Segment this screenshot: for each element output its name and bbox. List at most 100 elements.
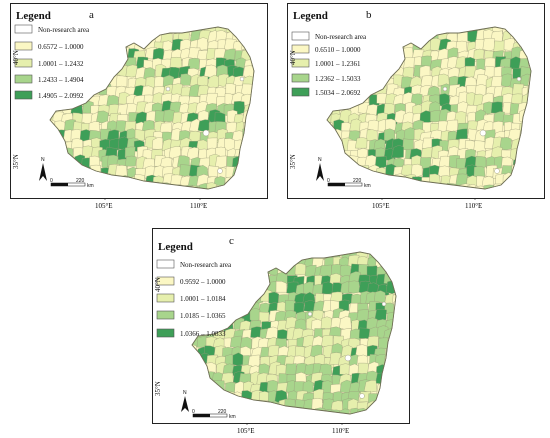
legend-title: Legend xyxy=(158,241,193,253)
county-unit xyxy=(357,362,369,376)
legend-label: Non-research area xyxy=(38,26,90,34)
legend-label: 1.0001 – 1.2432 xyxy=(38,60,84,68)
legend-label: 1.4905 – 2.0992 xyxy=(38,92,84,100)
legend-label: 1.2433 – 1.4904 xyxy=(38,76,84,84)
legend-swatch xyxy=(14,24,33,34)
legend-item-class3: 1.2433 – 1.4904 xyxy=(14,74,84,84)
lat-label-35: 35°N xyxy=(12,154,20,169)
legend-item-class3: 1.2362 – 1.5033 xyxy=(291,73,361,83)
lon-label-105: 105°E xyxy=(95,202,113,210)
county-unit xyxy=(275,281,287,293)
county-unit xyxy=(265,326,278,339)
legend-swatch xyxy=(291,87,310,97)
lon-axis xyxy=(104,198,201,200)
scale-unit: km xyxy=(87,183,94,189)
study-area-border xyxy=(191,251,397,415)
county-unit xyxy=(354,137,368,149)
legend-swatch xyxy=(14,74,33,84)
lon-label-110: 110°E xyxy=(190,202,208,210)
county-unit xyxy=(437,165,450,177)
county-unit xyxy=(294,263,307,275)
lat-axis: 40°N 35°N xyxy=(12,50,20,169)
legend-item-class1: 0.6510 – 1.0000 xyxy=(291,44,361,54)
legend-item-class3: 1.0185 – 1.0365 xyxy=(156,310,226,320)
county-unit xyxy=(302,335,314,348)
north-arrow: N xyxy=(181,390,189,412)
scale-unit: km xyxy=(229,414,236,420)
panel-label: a xyxy=(89,9,94,21)
non-research-area xyxy=(359,393,365,399)
county-unit xyxy=(339,363,351,375)
legend-label: 1.0185 – 1.0365 xyxy=(180,312,226,320)
county-unit xyxy=(402,66,414,79)
map-figure-b: Legend b Non-research area 0.6510 – 1.00… xyxy=(287,3,545,200)
non-research-area xyxy=(494,168,500,174)
lon-label-105: 105°E xyxy=(237,427,255,435)
non-research-area xyxy=(165,86,171,92)
scale-unit: km xyxy=(364,183,371,189)
lon-axis xyxy=(246,423,343,425)
legend: Non-research area 0.6572 – 1.0000 1.0001… xyxy=(14,24,90,100)
county-unit xyxy=(197,119,210,132)
county-unit xyxy=(163,109,175,122)
legend-item-nonresearch: Non-research area xyxy=(291,31,367,41)
study-area-border xyxy=(49,26,255,190)
county-unit xyxy=(374,290,386,303)
scale-label-220: 220 xyxy=(353,178,362,184)
county-unit xyxy=(319,264,333,277)
lat-label-35: 35°N xyxy=(289,154,297,169)
county-unit xyxy=(250,326,262,338)
scale-bar: 0 220 km xyxy=(327,178,371,189)
map-figure-c: Legend c Non-research area 0.9592 – 1.00… xyxy=(152,228,410,425)
north-arrow-icon xyxy=(181,396,189,412)
county-unit xyxy=(393,299,396,313)
non-research-area xyxy=(442,86,448,92)
panel-label: c xyxy=(229,235,234,247)
legend-swatch xyxy=(156,293,175,303)
non-research-area xyxy=(217,168,223,174)
study-area-border xyxy=(326,26,532,190)
county-unit xyxy=(455,128,468,140)
legend-item-nonresearch: Non-research area xyxy=(156,259,232,269)
legend-label: 1.0001 – 1.2361 xyxy=(315,60,361,68)
county-unit xyxy=(285,363,297,376)
county-unit xyxy=(179,164,191,177)
non-research-area xyxy=(479,129,487,137)
lat-axis: 40°N 35°N xyxy=(289,50,297,169)
legend-item-class4: 1.5034 – 2.0692 xyxy=(291,87,361,97)
legend: Non-research area 0.6510 – 1.0000 1.0001… xyxy=(291,31,367,97)
legend-swatch xyxy=(291,31,310,41)
legend-label: 0.6572 – 1.0000 xyxy=(38,43,84,51)
scale-label-0: 0 xyxy=(327,178,330,184)
non-research-area xyxy=(239,76,245,82)
lon-label-105: 105°E xyxy=(372,202,390,210)
county-unit xyxy=(374,308,387,321)
legend-swatch xyxy=(14,90,33,100)
scale-label-0: 0 xyxy=(192,409,195,415)
non-research-area xyxy=(344,354,352,362)
legend-label: 1.5034 – 2.0692 xyxy=(315,89,361,97)
county-unit xyxy=(356,309,369,321)
scale-label-220: 220 xyxy=(76,178,85,184)
county-unit xyxy=(180,73,192,86)
county-unit xyxy=(473,48,485,61)
county-unit xyxy=(124,155,137,167)
county-unit xyxy=(391,145,404,159)
map-panel-b: Legend b Non-research area 0.6510 – 1.00… xyxy=(287,3,545,210)
lat-label-40: 40°N xyxy=(12,50,20,65)
legend-label: 1.2362 – 1.5033 xyxy=(315,75,361,83)
lat-label-40: 40°N xyxy=(289,50,297,65)
legend-swatch xyxy=(156,328,175,338)
legend-label: 0.9592 – 1.0000 xyxy=(180,278,226,286)
county-unit xyxy=(266,380,279,393)
non-research-area xyxy=(381,301,387,307)
map-figure-a: Legend a Non-research area 0.6572 – 1.00… xyxy=(10,3,268,200)
county-unit xyxy=(232,352,244,366)
county-unit xyxy=(248,354,260,367)
scale-label-0: 0 xyxy=(50,178,53,184)
legend-label: 1.0366 – 1.0833 xyxy=(180,330,226,338)
county-unit xyxy=(267,345,280,357)
county-unit xyxy=(348,280,361,294)
legend-title: Legend xyxy=(16,10,51,22)
county-unit xyxy=(230,335,242,348)
